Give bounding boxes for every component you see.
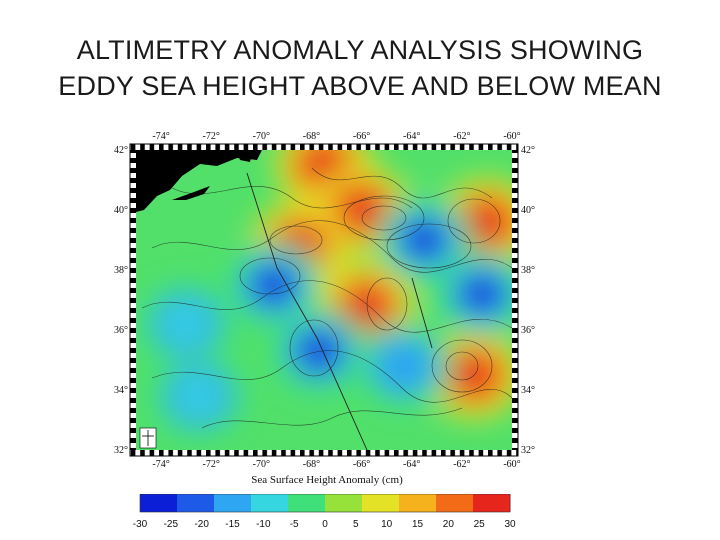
lon-label-bottom: -62°	[453, 459, 470, 468]
lon-label-bottom: -70°	[253, 459, 270, 468]
colorbar-bin	[399, 494, 437, 512]
lon-labels-top: -74° -72° -70° -68° -66° -64° -62° -60°	[152, 131, 520, 142]
lon-label-bottom: -66°	[353, 459, 370, 468]
ship-tracks	[246, 172, 433, 450]
map-field	[136, 150, 512, 450]
eddy-cold-11-ring-2	[166, 306, 206, 342]
land-mass	[136, 150, 262, 212]
slide-title: ALTIMETRY ANOMALY ANALYSIS SHOWING EDDY …	[0, 32, 720, 104]
lat-label-left: 40°	[114, 205, 128, 216]
colorbar-bin	[473, 494, 511, 512]
colorbar-tick-label: 30	[504, 519, 516, 530]
colorbar-bin	[140, 494, 178, 512]
eddy-cold-12-ring-2	[178, 378, 219, 414]
frame-left	[130, 150, 136, 450]
lon-label-top: -70°	[253, 131, 270, 142]
map-svg: -74° -72° -70° -68° -66° -64° -62° -60° -74° -72…	[114, 131, 535, 470]
lon-label-top: -60°	[503, 131, 520, 142]
frame-outline	[129, 143, 519, 457]
eddy-cold-7-ring-2	[254, 267, 294, 303]
colorbar-tick-label: -20	[194, 519, 209, 530]
colorbar-tick-label: 15	[412, 519, 424, 530]
colorbar-bin	[214, 494, 252, 512]
colorbar-tick-label: -5	[290, 519, 299, 530]
colorbar-bin	[436, 494, 474, 512]
lat-label-right: 38°	[521, 265, 535, 276]
colorbar-tick-label: -15	[225, 519, 240, 530]
eddy-warm-4-ring-2	[346, 288, 387, 324]
colorbar-outline	[139, 493, 511, 513]
lat-label-left: 38°	[114, 265, 128, 276]
north-scale-icon	[139, 427, 157, 449]
lon-label-top: -72°	[203, 131, 220, 142]
frame-top	[130, 144, 518, 150]
lon-label-bottom: -60°	[503, 459, 520, 468]
colorbar-tick-label: 0	[322, 519, 328, 530]
contour-lines	[141, 167, 512, 429]
colorbar-tick-label: -30	[133, 519, 148, 530]
lat-label-right: 42°	[521, 145, 535, 156]
frame-right	[512, 150, 518, 450]
colorbar-svg: -30 -25 -20 -15 -10 -5 0 5 10 15 20 25 30	[133, 493, 516, 530]
lat-label-left: 42°	[114, 145, 128, 156]
colorbar-ticks: -30 -25 -20 -15 -10 -5 0 5 10 15 20 25 30	[133, 519, 516, 530]
title-line-2: EDDY SEA HEIGHT ABOVE AND BELOW MEAN	[58, 71, 662, 101]
colorbar-label: Sea Surface Height Anomaly (cm)	[251, 474, 403, 486]
lon-label-top: -64°	[403, 131, 420, 142]
eddy-warm-1-ring-2	[341, 192, 382, 228]
title-line-1: ALTIMETRY ANOMALY ANALYSIS SHOWING	[76, 35, 644, 65]
colorbar-bin	[251, 494, 289, 512]
colorbar-bins	[140, 494, 511, 512]
colorbar-bin	[362, 494, 400, 512]
colorbar-bin	[177, 494, 215, 512]
lat-label-right: 34°	[521, 385, 535, 396]
colorbar-tick-label: 5	[353, 519, 359, 530]
lat-label-right: 32°	[521, 445, 535, 456]
colorbar-tick-label: 25	[474, 519, 486, 530]
lat-label-right: 36°	[521, 325, 535, 336]
lon-label-bottom: -74°	[152, 459, 169, 468]
eddy-layer	[137, 150, 512, 440]
lat-label-left: 34°	[114, 385, 128, 396]
colorbar-tick-label: -25	[164, 519, 179, 530]
lon-label-top: -68°	[303, 131, 320, 142]
lon-label-bottom: -68°	[303, 459, 320, 468]
colorbar: -30 -25 -20 -15 -10 -5 0 5 10 15 20 25 30	[120, 493, 530, 534]
eddy-cold-10-ring-2	[384, 348, 425, 384]
lat-label-right: 40°	[521, 205, 535, 216]
lon-label-bottom: -72°	[203, 459, 220, 468]
colorbar-bin	[288, 494, 326, 512]
lon-labels-bottom: -74° -72° -70° -68° -66° -64° -62° -60°	[152, 459, 520, 470]
frame-bottom	[130, 450, 518, 456]
lat-labels-left: 42° 40° 38° 36° 34° 32°	[114, 145, 128, 456]
lon-label-top: -66°	[353, 131, 370, 142]
lon-label-top: -62°	[453, 131, 470, 142]
eddy-cold-8-ring-2	[299, 333, 339, 369]
lon-label-top: -74°	[152, 131, 169, 142]
eddy-warm-3-ring-2	[467, 204, 507, 240]
colorbar-tick-label: 10	[381, 519, 393, 530]
lat-label-left: 32°	[114, 445, 128, 456]
lat-label-left: 36°	[114, 325, 128, 336]
colorbar-tick-label: 20	[443, 519, 455, 530]
lon-label-bottom: -64°	[403, 459, 420, 468]
colorbar-bin	[325, 494, 363, 512]
eddy-cold-9-ring-2	[462, 276, 502, 312]
eddy-cold-6-ring-2	[404, 222, 445, 258]
lat-labels-right: 42° 40° 38° 36° 34° 32°	[521, 145, 535, 456]
colorbar-tick-label: -10	[256, 519, 271, 530]
sea-height-anomaly-map: -74° -72° -70° -68° -66° -64° -62° -60° -74° -72…	[112, 128, 542, 470]
